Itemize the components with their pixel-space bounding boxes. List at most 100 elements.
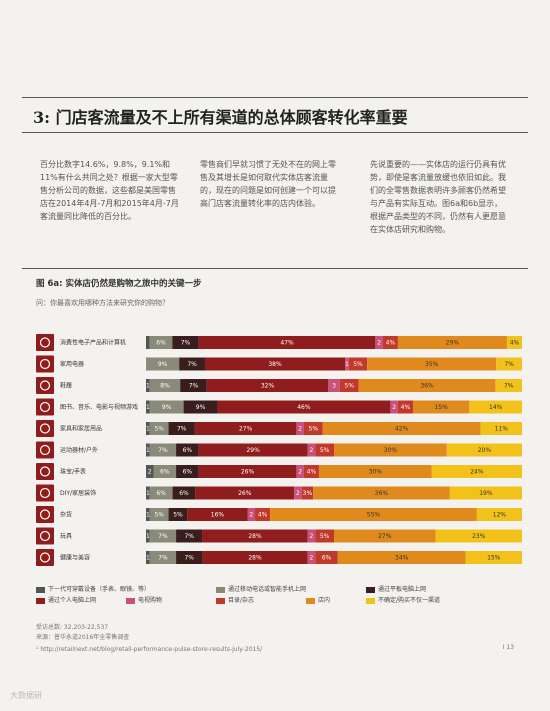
bar-segment: [339, 379, 359, 392]
category-label: DIY/家居装饰: [60, 489, 96, 497]
data-label: 15%: [434, 404, 448, 411]
bar-segment: [217, 400, 391, 414]
bar-segment: [307, 443, 316, 457]
data-label: 7%: [177, 426, 187, 433]
bar-segment: [204, 357, 346, 371]
data-label: 1: [146, 404, 150, 411]
data-label: 14%: [489, 404, 503, 411]
legend-item: 电视购物: [126, 595, 162, 604]
category-icon-glyph: [39, 423, 51, 434]
data-label: 7%: [187, 361, 197, 368]
bar-segment: [315, 551, 338, 564]
legend-swatch: [126, 597, 135, 604]
category-label: 玩具: [60, 533, 72, 540]
data-label: 2: [392, 404, 396, 411]
data-label: 26%: [238, 490, 252, 497]
body-column-2: 零售商们早就习惯了无处不在的网上零售及其增长是如何取代实体店客流量的，现在的问题…: [200, 160, 336, 208]
data-label: 7%: [504, 361, 514, 368]
bar-segment: [296, 422, 304, 435]
legend-item: 通过个人电脑上网: [36, 595, 96, 604]
bar-segment: [469, 400, 522, 414]
category-label: 鞋履: [60, 382, 72, 390]
bar-segment: [334, 443, 447, 457]
bar-segment: [476, 508, 522, 521]
data-label: 7%: [181, 340, 191, 347]
section-title: 3: 门店客流量及不上所有渠道的总体顾客转化率重要: [33, 108, 408, 127]
data-label: 2: [148, 469, 152, 476]
bar-segment: [303, 465, 319, 478]
bar-segment: [382, 336, 398, 349]
bar-segment: [149, 400, 184, 414]
data-label: 5%: [173, 512, 183, 519]
category-label: 杂货: [60, 511, 72, 519]
bar-segment: [318, 465, 432, 478]
category-label: 健康与美容: [60, 554, 90, 562]
bar-segment: [435, 529, 522, 543]
data-label: 19%: [479, 490, 493, 497]
data-label: 1: [146, 555, 150, 562]
bar-segment: [506, 336, 522, 349]
category-icon-glyph: [39, 444, 51, 456]
legend-swatch: [366, 586, 375, 593]
data-label: 2: [249, 512, 253, 519]
top-rule: [22, 97, 528, 98]
data-label: 5%: [344, 383, 354, 390]
bar-segment: [255, 508, 271, 521]
bar-segment: [146, 465, 154, 478]
data-label: 8%: [160, 383, 170, 390]
bar-segment: [176, 529, 203, 543]
bar-segment: [270, 508, 477, 521]
bar-segment: [202, 551, 308, 564]
bar-segment: [149, 551, 177, 564]
data-label: 1: [146, 383, 150, 390]
bar-segment: [322, 422, 481, 435]
bar-segment: [495, 379, 522, 392]
bar-segment: [149, 508, 169, 521]
bar-segment: [146, 443, 150, 457]
category-icon: [36, 420, 54, 437]
bar-segment: [198, 336, 376, 349]
category-icon-glyph: [39, 509, 51, 520]
bar-segment: [146, 529, 150, 543]
data-label: 20%: [478, 447, 492, 454]
data-label: 16%: [211, 512, 225, 519]
legend-label: 下一代可穿戴设备（手表、眼镜、等）: [48, 586, 151, 593]
category-icon-glyph: [39, 358, 51, 370]
data-label: 9%: [162, 404, 172, 411]
data-label: 2: [296, 490, 300, 497]
legend-swatch: [216, 586, 225, 593]
data-label: 5%: [320, 447, 330, 454]
category-icon-glyph: [39, 401, 51, 413]
bar-segment: [412, 400, 470, 414]
data-label: 30%: [369, 469, 383, 476]
data-label: 38%: [268, 361, 282, 368]
data-label: 4%: [307, 469, 317, 476]
category-icon: [36, 398, 54, 416]
data-label: 2: [298, 426, 302, 433]
bar-segment: [303, 422, 323, 435]
data-label: 9%: [196, 404, 206, 411]
legend-item: 下一代可穿戴设备（手表、眼镜、等）: [36, 584, 150, 593]
legend-swatch: [216, 597, 225, 604]
data-label: 24%: [470, 469, 484, 476]
legend-label: 电视购物: [138, 597, 163, 604]
data-label: 34%: [395, 555, 409, 562]
legend-label: 不确定/购买不仅一渠道: [378, 597, 441, 604]
data-label: 6%: [156, 340, 166, 347]
data-label: 27%: [378, 533, 392, 540]
bar-segment: [431, 465, 522, 478]
category-label: 家具和家居用品: [60, 425, 102, 433]
sample-size: 受访总数: 32,203-22,537: [36, 624, 109, 631]
data-label: 6%: [183, 447, 193, 454]
data-label: 7%: [158, 555, 168, 562]
data-label: 23%: [472, 533, 486, 540]
data-label: 5%: [154, 512, 164, 519]
data-label: 55%: [367, 512, 381, 519]
data-label: 6%: [160, 469, 170, 476]
bar-segment: [307, 551, 316, 564]
bar-segment: [194, 422, 297, 435]
bar-segment: [202, 529, 308, 543]
data-label: 46%: [297, 404, 311, 411]
figure-title: 图 6a: 实体店仍然是购物之旅中的关键一步: [36, 279, 202, 289]
